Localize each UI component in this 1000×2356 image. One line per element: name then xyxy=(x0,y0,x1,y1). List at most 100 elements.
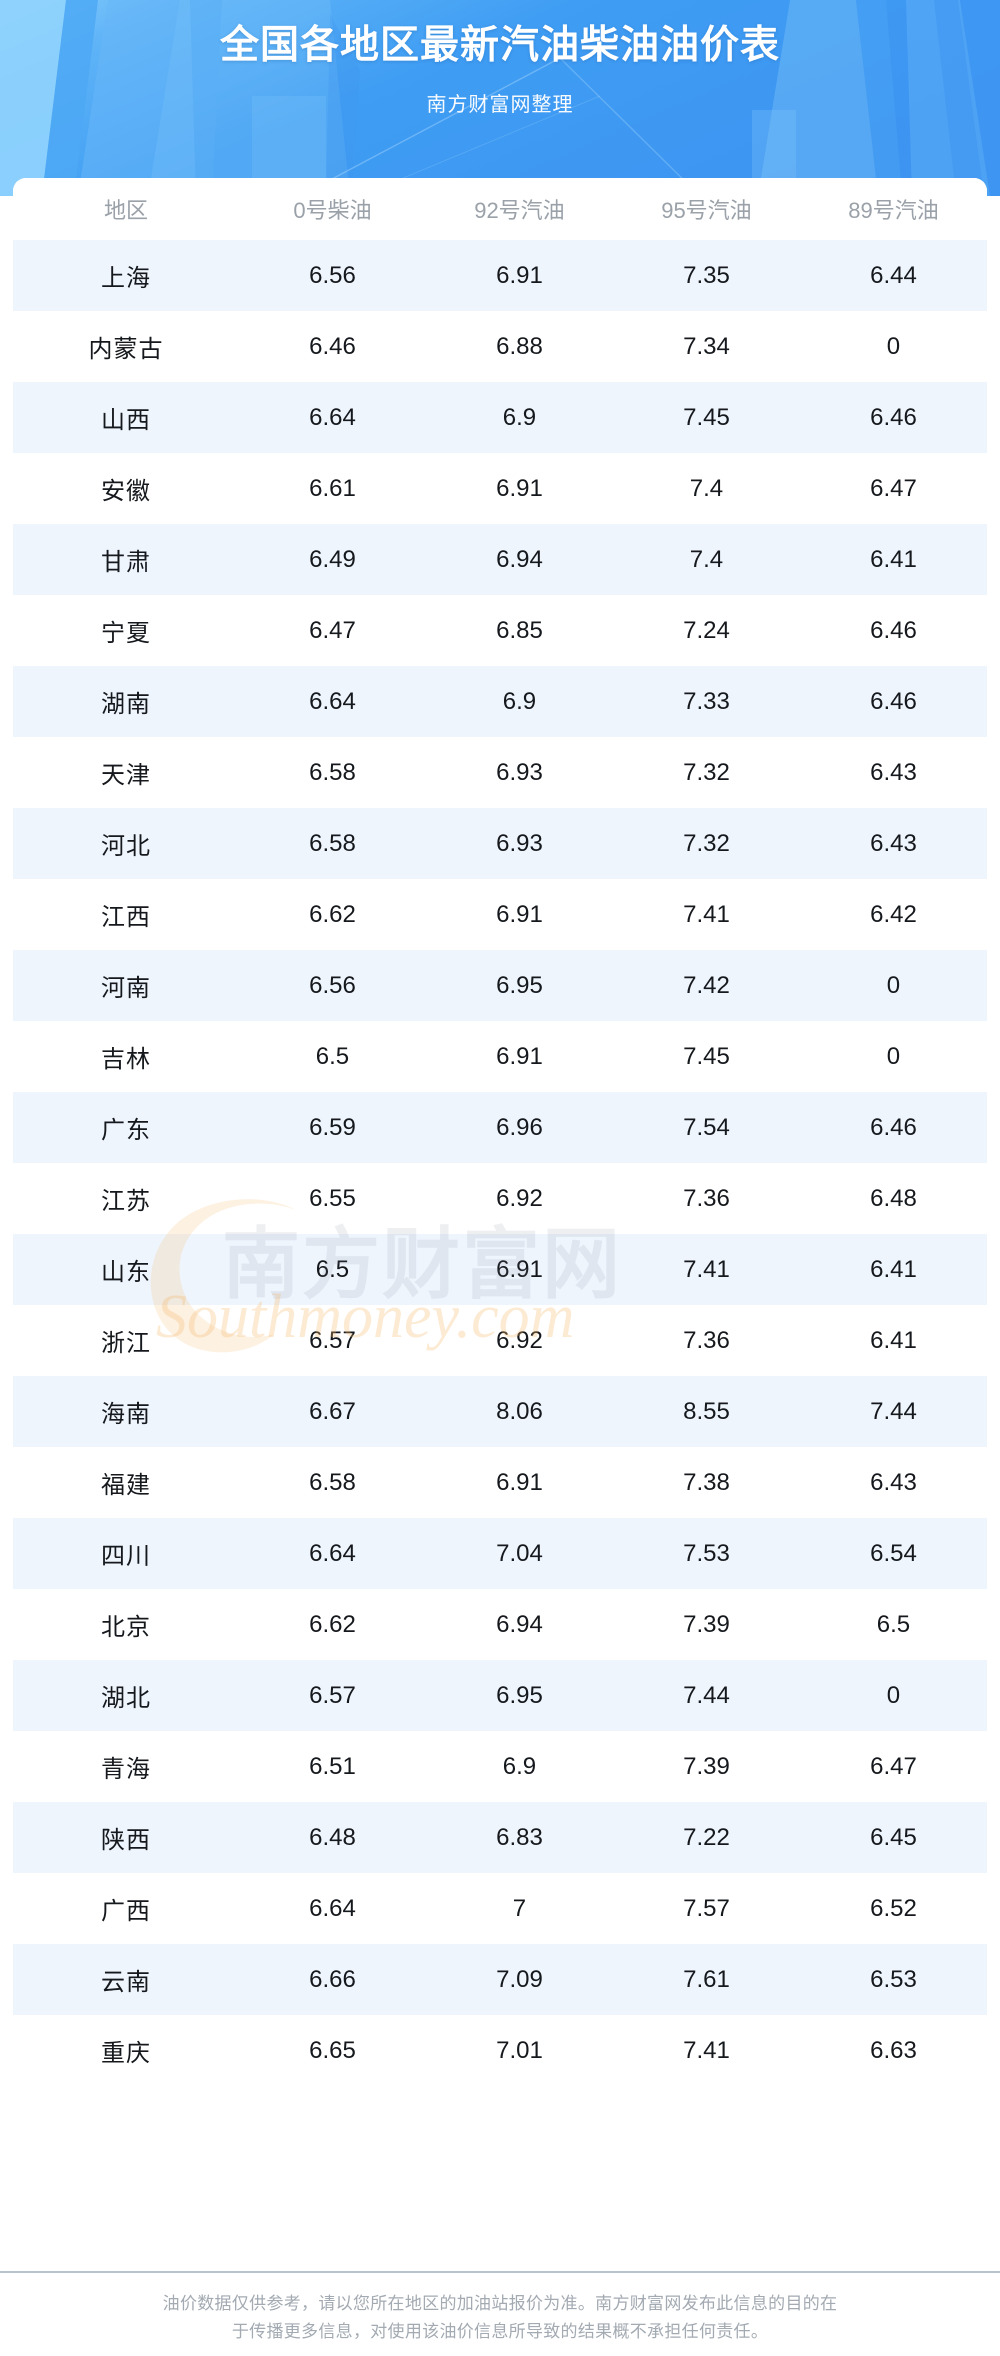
cell-gas-89: 6.42 xyxy=(799,879,987,950)
cell-gas-95: 7.4 xyxy=(612,524,800,595)
cell-gas-92: 6.92 xyxy=(425,1305,613,1376)
cell-gas-89: 0 xyxy=(799,1660,987,1731)
cell-gas-89: 6.46 xyxy=(799,382,987,453)
cell-gas-89: 6.44 xyxy=(799,240,987,311)
cell-gas-92: 6.88 xyxy=(425,311,613,382)
cell-gas-89: 7.44 xyxy=(799,1376,987,1447)
cell-gas-92: 6.95 xyxy=(425,950,613,1021)
table-row: 宁夏 6.47 6.85 7.24 6.46 xyxy=(13,595,987,666)
table-row: 四川 6.64 7.04 7.53 6.54 xyxy=(13,1518,987,1589)
cell-diesel-0: 6.5 xyxy=(238,1021,426,1092)
cell-diesel-0: 6.64 xyxy=(238,666,426,737)
cell-gas-95: 7.22 xyxy=(612,1802,800,1873)
column-header-diesel-0: 0号柴油 xyxy=(238,178,426,240)
cell-region: 青海 xyxy=(13,1731,239,1802)
column-header-region: 地区 xyxy=(13,178,239,240)
cell-gas-89: 6.54 xyxy=(799,1518,987,1589)
cell-gas-89: 6.41 xyxy=(799,1305,987,1376)
table-row: 甘肃 6.49 6.94 7.4 6.41 xyxy=(13,524,987,595)
cell-region: 北京 xyxy=(13,1589,239,1660)
cell-diesel-0: 6.58 xyxy=(238,1447,426,1518)
cell-gas-95: 7.33 xyxy=(612,666,800,737)
cell-gas-92: 7.04 xyxy=(425,1518,613,1589)
cell-region: 江苏 xyxy=(13,1163,239,1234)
cell-gas-89: 6.41 xyxy=(799,524,987,595)
cell-gas-95: 7.42 xyxy=(612,950,800,1021)
cell-region: 内蒙古 xyxy=(13,311,239,382)
table-body: 上海 6.56 6.91 7.35 6.44 内蒙古 6.46 6.88 7.34 0 山西 6.64… xyxy=(13,240,987,2086)
table-row: 广东 6.59 6.96 7.54 6.46 xyxy=(13,1092,987,1163)
cell-region: 广西 xyxy=(13,1873,239,1944)
table-row: 内蒙古 6.46 6.88 7.34 0 xyxy=(13,311,987,382)
cell-gas-92: 6.96 xyxy=(425,1092,613,1163)
cell-gas-95: 7.61 xyxy=(612,1944,800,2015)
cell-gas-95: 7.39 xyxy=(612,1589,800,1660)
table-row: 江西 6.62 6.91 7.41 6.42 xyxy=(13,879,987,950)
table-row: 上海 6.56 6.91 7.35 6.44 xyxy=(13,240,987,311)
cell-region: 河北 xyxy=(13,808,239,879)
cell-diesel-0: 6.62 xyxy=(238,1589,426,1660)
cell-region: 宁夏 xyxy=(13,595,239,666)
cell-diesel-0: 6.64 xyxy=(238,382,426,453)
price-table-card: 地区 0号柴油 92号汽油 95号汽油 89号汽油 上海 6.56 6.91 7.35… xyxy=(13,178,987,2086)
cell-diesel-0: 6.56 xyxy=(238,240,426,311)
cell-gas-89: 6.43 xyxy=(799,1447,987,1518)
cell-gas-92: 8.06 xyxy=(425,1376,613,1447)
cell-region: 吉林 xyxy=(13,1021,239,1092)
cell-region: 河南 xyxy=(13,950,239,1021)
table-row: 天津 6.58 6.93 7.32 6.43 xyxy=(13,737,987,808)
cell-gas-89: 0 xyxy=(799,311,987,382)
cell-gas-92: 6.93 xyxy=(425,808,613,879)
cell-gas-95: 7.36 xyxy=(612,1305,800,1376)
cell-gas-89: 6.46 xyxy=(799,666,987,737)
table-row: 山西 6.64 6.9 7.45 6.46 xyxy=(13,382,987,453)
cell-region: 福建 xyxy=(13,1447,239,1518)
table-row: 北京 6.62 6.94 7.39 6.5 xyxy=(13,1589,987,1660)
cell-gas-92: 7.01 xyxy=(425,2015,613,2086)
cell-gas-95: 7.35 xyxy=(612,240,800,311)
cell-gas-95: 7.57 xyxy=(612,1873,800,1944)
cell-diesel-0: 6.67 xyxy=(238,1376,426,1447)
cell-gas-92: 6.91 xyxy=(425,453,613,524)
column-header-gas-89: 89号汽油 xyxy=(799,178,987,240)
cell-gas-92: 7 xyxy=(425,1873,613,1944)
cell-gas-89: 0 xyxy=(799,950,987,1021)
cell-gas-92: 6.92 xyxy=(425,1163,613,1234)
cell-gas-95: 7.41 xyxy=(612,1234,800,1305)
table-row: 福建 6.58 6.91 7.38 6.43 xyxy=(13,1447,987,1518)
cell-gas-95: 7.45 xyxy=(612,1021,800,1092)
table-row: 云南 6.66 7.09 7.61 6.53 xyxy=(13,1944,987,2015)
cell-region: 浙江 xyxy=(13,1305,239,1376)
cell-gas-89: 6.43 xyxy=(799,737,987,808)
table-row: 海南 6.67 8.06 8.55 7.44 xyxy=(13,1376,987,1447)
table-row: 山东 6.5 6.91 7.41 6.41 xyxy=(13,1234,987,1305)
cell-diesel-0: 6.59 xyxy=(238,1092,426,1163)
column-header-gas-92: 92号汽油 xyxy=(425,178,613,240)
cell-diesel-0: 6.61 xyxy=(238,453,426,524)
cell-diesel-0: 6.5 xyxy=(238,1234,426,1305)
cell-gas-89: 6.47 xyxy=(799,1731,987,1802)
page-banner: 全国各地区最新汽油柴油油价表 南方财富网整理 xyxy=(0,0,1000,196)
cell-region: 上海 xyxy=(13,240,239,311)
cell-gas-92: 6.91 xyxy=(425,1447,613,1518)
cell-region: 江西 xyxy=(13,879,239,950)
cell-gas-89: 6.41 xyxy=(799,1234,987,1305)
cell-diesel-0: 6.47 xyxy=(238,595,426,666)
table-row: 吉林 6.5 6.91 7.45 0 xyxy=(13,1021,987,1092)
cell-gas-89: 6.43 xyxy=(799,808,987,879)
cell-gas-95: 7.45 xyxy=(612,382,800,453)
cell-region: 湖南 xyxy=(13,666,239,737)
cell-gas-95: 7.4 xyxy=(612,453,800,524)
cell-diesel-0: 6.66 xyxy=(238,1944,426,2015)
cell-gas-95: 7.24 xyxy=(612,595,800,666)
table-header: 地区 0号柴油 92号汽油 95号汽油 89号汽油 xyxy=(13,178,987,240)
cell-gas-92: 6.85 xyxy=(425,595,613,666)
column-header-gas-95: 95号汽油 xyxy=(612,178,800,240)
cell-diesel-0: 6.62 xyxy=(238,879,426,950)
cell-gas-89: 6.46 xyxy=(799,595,987,666)
cell-gas-92: 6.91 xyxy=(425,240,613,311)
cell-gas-92: 6.91 xyxy=(425,879,613,950)
cell-gas-92: 6.94 xyxy=(425,524,613,595)
table-row: 湖北 6.57 6.95 7.44 0 xyxy=(13,1660,987,1731)
